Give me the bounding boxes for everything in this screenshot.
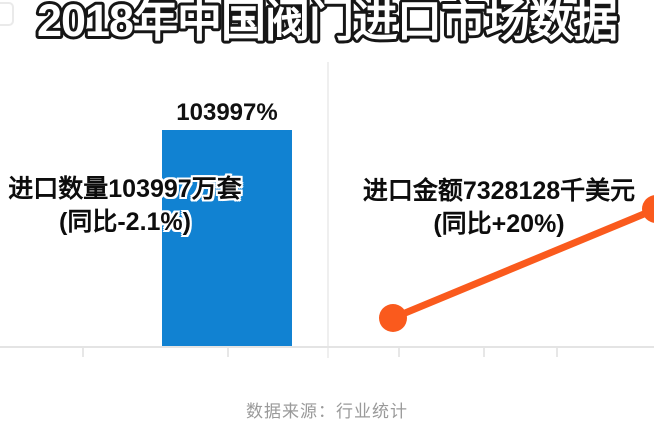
bar-annotation-line1: 进口数量103997万套 — [8, 175, 242, 203]
bar-annotation-line2: (同比-2.1%) — [59, 208, 191, 236]
bar-import-quantity — [162, 130, 292, 346]
line-import-amount — [391, 206, 654, 322]
vertical-gridline — [327, 62, 329, 358]
chart-title-graphic: 2018年中国阀门进口市场数据 — [34, 0, 621, 49]
x-axis-tick — [483, 348, 485, 357]
x-axis-tick — [227, 348, 229, 357]
line-point-left — [379, 304, 407, 332]
x-axis-line — [0, 346, 654, 348]
chart-title: 2018年中国阀门进口市场数据 — [37, 0, 617, 46]
x-axis-tick — [556, 348, 558, 357]
watermark-fragment-icon — [0, 2, 14, 26]
bar-annotation: 进口数量103997万套 (同比-2.1%) — [0, 173, 251, 239]
line-annotation: 进口金额7328128千美元 (同比+20%) — [349, 175, 649, 241]
x-axis-tick — [398, 348, 400, 357]
line-annotation-line2: (同比+20%) — [433, 210, 565, 238]
bar-value-label: 103997% — [176, 99, 278, 126]
data-source-caption: 数据来源：行业统计 — [246, 402, 408, 421]
x-axis-tick — [82, 348, 84, 357]
line-point-right — [642, 195, 654, 223]
line-annotation-line1: 进口金额7328128千美元 — [362, 177, 636, 205]
